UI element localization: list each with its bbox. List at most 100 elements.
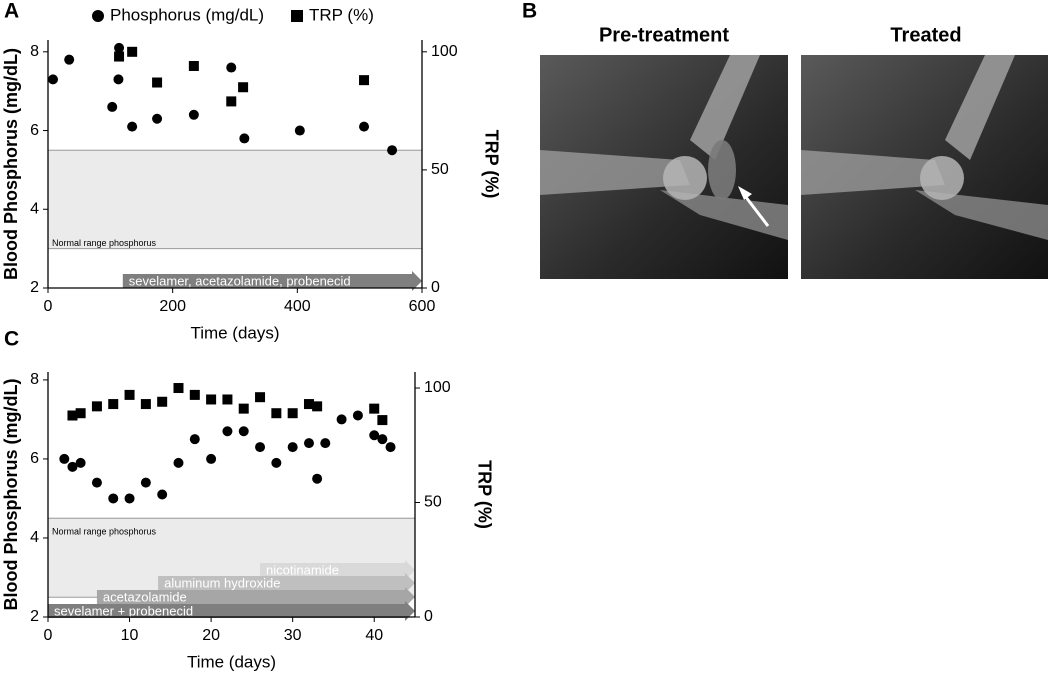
trp-point [287, 408, 298, 419]
image-title: Pre-treatment [599, 24, 729, 46]
treatment-arrow [48, 601, 415, 621]
trp-point [312, 401, 323, 412]
y2-tick-label: 50 [431, 161, 449, 178]
phosphorus-point [173, 457, 184, 468]
trp-point [124, 389, 135, 400]
trp-point [238, 403, 249, 414]
phosphorus-point [226, 62, 237, 73]
trp-point [75, 408, 86, 419]
trp-point [222, 394, 233, 405]
arrow-label: nicotinamide [266, 562, 339, 577]
phosphorus-point [59, 453, 70, 464]
trp-point [303, 399, 314, 410]
phosphorus-point [336, 414, 347, 425]
phosphorus-point [287, 442, 298, 453]
phosphorus-point [152, 113, 163, 124]
y-tick-label: 2 [30, 279, 39, 296]
legend-label: TRP (%) [309, 5, 374, 24]
y-tick-label: 6 [30, 122, 39, 139]
arrow-label: acetazolamide [103, 589, 187, 604]
panel-label: B [522, 0, 537, 23]
arrow-label: sevelamer + probenecid [54, 603, 193, 618]
phosphorus-point [64, 54, 75, 65]
normal-range [47, 149, 423, 250]
xray-pre [540, 55, 788, 279]
trp-point [152, 77, 163, 88]
phosphorus-point [385, 442, 396, 453]
trp-point [206, 394, 217, 405]
treatment-arrow [96, 587, 415, 607]
phosphorus-point [312, 473, 323, 484]
x-tick-label: 10 [121, 627, 139, 644]
phosphorus-point [75, 457, 86, 468]
trp-point [108, 399, 119, 410]
trp-point [271, 408, 282, 419]
x-tick-label: 400 [284, 298, 311, 315]
x-tick-label: 20 [202, 627, 220, 644]
y-tick-label: 8 [30, 43, 39, 60]
range-label: Normal range phosphorus [52, 238, 157, 248]
legend-label: Phosphorus (mg/dL) [110, 5, 264, 24]
x-axis-label: Time (days) [187, 652, 276, 671]
trp-point [359, 75, 370, 86]
phosphorus-point [127, 121, 138, 132]
y-axis-label: Blood Phosphorus (mg/dL) [1, 379, 21, 611]
trp-point [188, 60, 199, 71]
legend-marker [291, 10, 303, 22]
legend-marker [92, 10, 104, 22]
trp-point [238, 82, 249, 93]
x-tick-label: 0 [44, 627, 53, 644]
phosphorus-point [108, 493, 119, 504]
trp-point [189, 389, 200, 400]
panel-label: A [4, 0, 19, 23]
y2-tick-label: 0 [431, 279, 440, 296]
x-tick-label: 30 [284, 627, 302, 644]
x-axis-label: Time (days) [190, 323, 279, 342]
phosphorus-point [238, 426, 249, 437]
treatment-arrow [158, 573, 415, 593]
y2-axis-label: TRP (%) [481, 130, 501, 199]
y-tick-label: 6 [30, 450, 39, 467]
phosphorus-point [189, 434, 200, 445]
y2-tick-label: 0 [424, 608, 433, 625]
phosphorus-point [107, 101, 118, 112]
phosphorus-point [67, 461, 78, 472]
y-tick-label: 2 [30, 608, 39, 625]
phosphorus-point [271, 457, 282, 468]
trp-point [369, 403, 380, 414]
treatment-arrow [122, 271, 423, 291]
phosphorus-point [387, 145, 398, 156]
phosphorus-point [47, 74, 58, 85]
x-tick-label: 600 [409, 298, 436, 315]
panel-label: C [4, 328, 19, 351]
trp-point [255, 392, 266, 403]
arrow-label: aluminum hydroxide [164, 575, 280, 590]
y2-axis-label: TRP (%) [474, 460, 494, 529]
y-tick-label: 8 [30, 371, 39, 388]
range-label: Normal range phosphorus [52, 527, 157, 537]
phosphorus-point [359, 121, 370, 132]
trp-point [140, 399, 151, 410]
y2-tick-label: 100 [424, 379, 451, 396]
phosphorus-point [157, 489, 168, 500]
trp-point [226, 96, 237, 107]
y-tick-label: 4 [30, 529, 39, 546]
y2-tick-label: 50 [424, 494, 442, 511]
phosphorus-point [188, 109, 199, 120]
image-title: Treated [890, 24, 961, 46]
trp-point [114, 51, 125, 62]
trp-point [91, 401, 102, 412]
xray-treated [801, 55, 1048, 279]
y-tick-label: 4 [30, 200, 39, 217]
trp-point [157, 396, 168, 407]
trp-point [127, 46, 138, 57]
phosphorus-point [294, 125, 305, 136]
phosphorus-point [303, 438, 314, 449]
phosphorus-point [114, 42, 125, 53]
phosphorus-point [91, 477, 102, 488]
x-tick-label: 200 [159, 298, 186, 315]
treatment-arrow [260, 560, 415, 580]
x-tick-label: 40 [365, 627, 383, 644]
trp-point [173, 383, 184, 394]
